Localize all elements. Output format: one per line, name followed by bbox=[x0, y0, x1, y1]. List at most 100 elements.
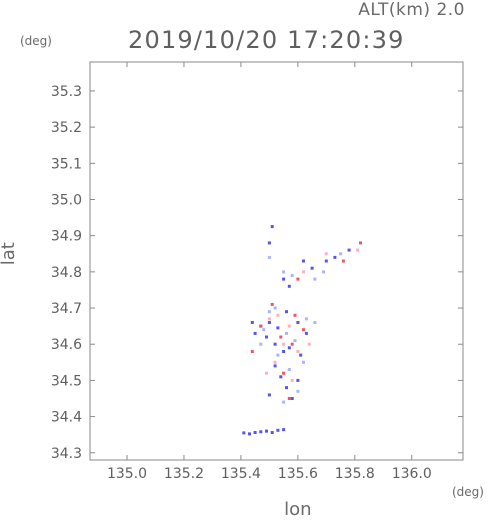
data-point bbox=[287, 324, 291, 328]
data-point bbox=[273, 306, 277, 310]
data-point bbox=[262, 328, 266, 332]
data-point bbox=[304, 331, 308, 335]
data-point bbox=[267, 393, 271, 397]
y-tick-label: 34.8 bbox=[51, 265, 82, 281]
data-point bbox=[302, 360, 305, 364]
data-point bbox=[267, 241, 271, 245]
x-axis-unit: (deg) bbox=[452, 485, 484, 499]
x-tick-label: 135.8 bbox=[335, 466, 375, 482]
data-point bbox=[276, 428, 280, 432]
data-point bbox=[290, 342, 294, 346]
data-point bbox=[276, 353, 280, 357]
data-point bbox=[279, 375, 283, 379]
data-point bbox=[287, 397, 291, 400]
data-point bbox=[279, 335, 283, 339]
data-point bbox=[267, 317, 271, 321]
data-point bbox=[267, 321, 271, 324]
data-point bbox=[296, 277, 300, 281]
data-point bbox=[273, 342, 277, 346]
data-point bbox=[296, 321, 300, 324]
data-point bbox=[296, 350, 300, 353]
data-point bbox=[302, 270, 305, 274]
data-point bbox=[265, 335, 268, 339]
data-point bbox=[290, 378, 294, 382]
data-point bbox=[276, 313, 280, 317]
x-tick-label: 135.0 bbox=[107, 466, 147, 482]
data-point bbox=[270, 302, 274, 306]
data-point bbox=[265, 371, 268, 375]
timestamp-title: 2019/10/20 17:20:39 bbox=[128, 26, 405, 54]
y-axis-title: lat bbox=[0, 242, 19, 265]
data-point bbox=[285, 310, 288, 314]
data-point bbox=[250, 350, 254, 353]
y-tick-label: 34.6 bbox=[51, 337, 82, 353]
data-point bbox=[282, 428, 286, 432]
data-point bbox=[273, 360, 277, 364]
data-point bbox=[339, 252, 343, 256]
data-point bbox=[296, 378, 300, 382]
data-point bbox=[253, 331, 257, 335]
data-point bbox=[313, 277, 317, 281]
data-point bbox=[270, 431, 274, 434]
data-point bbox=[285, 386, 288, 390]
data-point bbox=[270, 225, 274, 229]
data-point bbox=[307, 342, 311, 346]
data-point bbox=[290, 397, 294, 400]
plot-frame bbox=[89, 61, 464, 461]
data-point bbox=[302, 259, 305, 263]
x-tick-label: 136.0 bbox=[392, 466, 432, 482]
data-point bbox=[265, 429, 268, 433]
y-axis-unit: (deg) bbox=[20, 34, 52, 48]
data-point bbox=[248, 432, 251, 436]
data-point bbox=[282, 371, 286, 375]
y-axis-ticks: 34.3 34.4 34.5 34.6 34.7 34.8 34.9 35.0 35.1 35.2… bbox=[51, 84, 463, 462]
data-point bbox=[242, 431, 246, 435]
altitude-label: ALT(km) 2.0 bbox=[358, 0, 465, 20]
data-point bbox=[302, 328, 305, 332]
data-point bbox=[299, 353, 303, 357]
data-point bbox=[287, 346, 291, 350]
data-point bbox=[310, 266, 314, 270]
data-point bbox=[267, 310, 271, 314]
data-point bbox=[333, 255, 337, 259]
data-point bbox=[285, 331, 288, 335]
y-tick-label: 34.5 bbox=[51, 373, 82, 389]
x-tick-label: 135.2 bbox=[164, 466, 204, 482]
data-point bbox=[273, 364, 277, 368]
data-point bbox=[341, 259, 345, 263]
data-point bbox=[253, 431, 257, 434]
data-point bbox=[259, 430, 263, 434]
data-point bbox=[290, 274, 294, 277]
data-point bbox=[347, 248, 351, 252]
data-point bbox=[324, 252, 328, 256]
x-tick-label: 135.4 bbox=[221, 466, 261, 482]
y-tick-label: 35.0 bbox=[51, 192, 82, 208]
data-point bbox=[250, 321, 254, 324]
data-point bbox=[322, 270, 325, 274]
y-tick-label: 34.9 bbox=[51, 229, 82, 245]
data-point bbox=[296, 389, 300, 393]
y-tick-label: 35.2 bbox=[51, 120, 82, 136]
x-tick-label: 135.6 bbox=[278, 466, 318, 482]
data-point bbox=[293, 313, 297, 317]
data-point bbox=[282, 350, 286, 353]
data-point bbox=[293, 339, 297, 343]
data-point bbox=[313, 321, 317, 324]
x-axis-title: lon bbox=[284, 499, 311, 520]
x-axis-ticks: 135.0 135.2 135.4 135.6 135.8 136.0 bbox=[107, 62, 432, 482]
data-point bbox=[359, 241, 362, 245]
data-point bbox=[304, 317, 308, 321]
y-tick-label: 35.3 bbox=[51, 84, 82, 100]
data-point bbox=[282, 400, 286, 404]
data-point bbox=[287, 284, 291, 288]
data-points bbox=[242, 225, 362, 436]
data-point bbox=[356, 248, 360, 252]
data-point bbox=[259, 342, 263, 346]
y-tick-label: 35.1 bbox=[51, 156, 82, 172]
data-point bbox=[259, 324, 263, 328]
data-point bbox=[282, 342, 286, 346]
data-point bbox=[267, 255, 271, 259]
data-point bbox=[282, 270, 286, 274]
data-point bbox=[282, 277, 286, 281]
